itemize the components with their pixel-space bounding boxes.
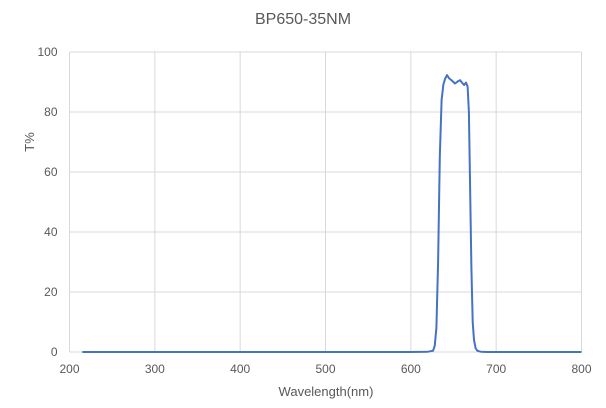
x-tick-label: 600 <box>401 362 421 376</box>
x-tick-label: 500 <box>315 362 335 376</box>
y-axis-label: T% <box>22 132 37 152</box>
y-tick-label: 60 <box>44 165 58 179</box>
tick-labels: 0 20 40 60 80 100 200 300 400 500 600 700 800 <box>37 45 591 376</box>
y-tick-label: 20 <box>44 285 58 299</box>
x-tick-label: 800 <box>571 362 591 376</box>
y-tick-label: 40 <box>44 225 58 239</box>
x-tick-label: 300 <box>145 362 165 376</box>
gridlines <box>69 51 582 353</box>
y-tick-label: 80 <box>44 105 58 119</box>
transmission-curve <box>82 74 582 353</box>
y-tick-label: 100 <box>37 45 57 59</box>
y-tick-label: 0 <box>51 345 58 359</box>
x-tick-label: 700 <box>486 362 506 376</box>
chart-title: BP650-35NM <box>254 11 352 28</box>
x-tick-label: 400 <box>230 362 250 376</box>
x-axis-label: Wavelength(nm) <box>279 384 374 399</box>
x-tick-label: 200 <box>59 362 79 376</box>
